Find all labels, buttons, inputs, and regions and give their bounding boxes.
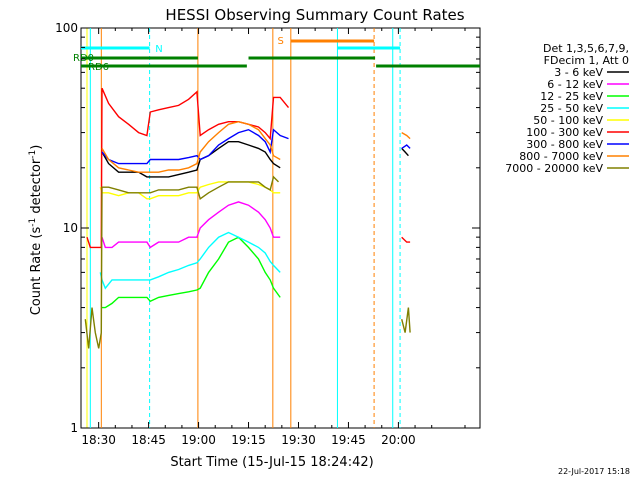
- series-line-1: [101, 141, 409, 178]
- date-stamp: 22-Jul-2017 15:18: [558, 467, 630, 476]
- annotation-label-s: S: [278, 36, 284, 47]
- x-tick-label-6: 19:45: [331, 433, 366, 447]
- series-line-6: [86, 87, 411, 249]
- series-line-8: [101, 120, 411, 173]
- legend-header-2: FDecim 1, Att 0: [544, 54, 629, 67]
- series-line-3: [102, 236, 281, 309]
- y-axis-ticks: 1 10 100: [55, 21, 480, 435]
- y-tick-label-1: 1: [70, 421, 78, 435]
- y-axis-label-end: ): [29, 145, 44, 150]
- legend-label-2: 6 - 12 keV: [547, 78, 603, 91]
- legend-label-3: 12 - 25 keV: [540, 90, 603, 103]
- legend-label-5: 50 - 100 keV: [533, 114, 603, 127]
- y-axis-label-mid: detector: [29, 158, 44, 218]
- legend-header-1: Det 1,3,5,6,7,9,: [543, 42, 629, 55]
- y-axis-label: Count Rate (s-1 detector-1): [28, 145, 44, 316]
- legend-label-9: 7000 - 20000 keV: [505, 162, 603, 175]
- plot-frame: [80, 27, 481, 429]
- legend-label-1: 3 - 6 keV: [554, 66, 603, 79]
- x-axis-ticks: 18:30 18:45 19:00 19:15 19:30 19:45 20:00: [81, 28, 466, 447]
- annotation-label-n: N: [155, 44, 162, 55]
- x-tick-label-2: 18:45: [131, 433, 166, 447]
- x-tick-label-1: 18:30: [81, 433, 116, 447]
- series-line-2: [101, 201, 281, 249]
- series-line-5: [99, 181, 281, 200]
- legend: Det 1,3,5,6,7,9, FDecim 1, Att 0 3 - 6 k…: [505, 42, 629, 175]
- x-tick-label-7: 20:00: [381, 433, 416, 447]
- y-tick-label-3: 100: [55, 21, 78, 35]
- y-axis-label-sup-2: -1: [28, 150, 38, 159]
- chart-title: HESSI Observing Summary Count Rates: [165, 6, 464, 24]
- y-axis-label-main: Count Rate (s: [29, 227, 44, 316]
- series-line-9: [84, 175, 411, 349]
- y-tick-label-2: 10: [63, 221, 78, 235]
- legend-label-7: 300 - 800 keV: [526, 138, 603, 151]
- series-line-4: [99, 231, 281, 290]
- annotation-label-rd6: RD6: [88, 62, 109, 73]
- x-tick-label-3: 19:00: [181, 433, 216, 447]
- legend-label-6: 100 - 300 keV: [526, 126, 603, 139]
- x-tick-label-4: 19:15: [231, 433, 266, 447]
- legend-label-8: 800 - 7000 keV: [519, 150, 603, 163]
- y-axis-label-sup-1: -1: [28, 218, 38, 227]
- series-line-7: [101, 128, 411, 165]
- x-tick-label-5: 19:30: [281, 433, 316, 447]
- legend-label-4: 25 - 50 keV: [540, 102, 603, 115]
- x-axis-label: Start Time (15-Jul-15 18:24:42): [170, 455, 373, 470]
